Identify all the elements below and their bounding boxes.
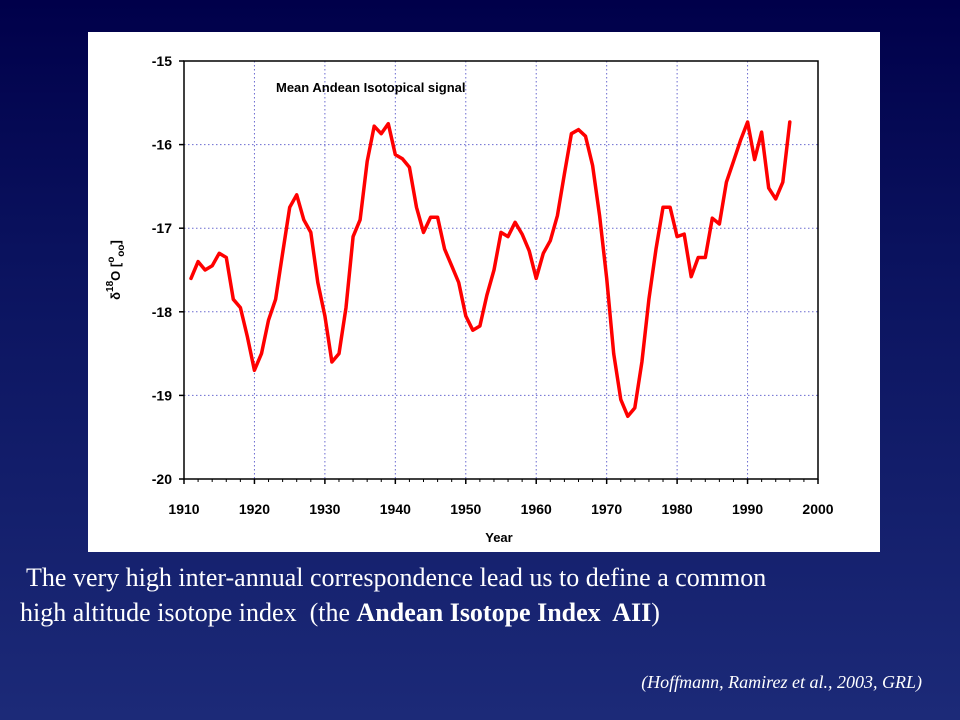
grid (184, 61, 818, 479)
x-tick-label: 1910 (168, 501, 199, 517)
x-tick-label: 1920 (239, 501, 270, 517)
x-tick-label: 1940 (380, 501, 411, 517)
x-tick-label: 1970 (591, 501, 622, 517)
caption-line-2-prefix: high altitude isotope index (the (20, 598, 357, 627)
y-axis-title-element: O [ (108, 262, 123, 281)
y-tick-label: -20 (152, 471, 172, 487)
caption-line-2: high altitude isotope index (the Andean … (20, 595, 950, 630)
axis-ticks (179, 60, 819, 484)
chart-title: Mean Andean Isotopical signal (276, 80, 466, 95)
y-axis-title-sup: 18 (105, 280, 116, 292)
x-tick-label: 1990 (732, 501, 763, 517)
y-tick-label: -15 (152, 53, 172, 69)
x-tick-label: 1950 (450, 501, 481, 517)
chart-panel: Mean Andean Isotopical signal Year δ18O … (88, 32, 880, 552)
svg-text:δ18O [ooo]: δ18O [ooo] (105, 240, 127, 300)
x-tick-label: 1980 (662, 501, 693, 517)
citation: (Hoffmann, Ramirez et al., 2003, GRL) (641, 672, 922, 692)
caption: The very high inter-annual correspondenc… (20, 560, 950, 630)
series (189, 120, 792, 419)
series-line (189, 120, 792, 419)
y-axis-title-close: ] (108, 240, 123, 244)
plot-frame (183, 60, 819, 480)
y-tick-label: -19 (152, 387, 172, 403)
x-tick-label: 2000 (802, 501, 833, 517)
caption-index-name: Andean Isotope Index AII (356, 598, 652, 627)
y-tick-label: -16 (152, 137, 172, 153)
y-axis-title-permil-top: o (106, 257, 117, 263)
y-axis-title-delta: δ (108, 292, 123, 300)
y-tick-label: -18 (152, 304, 172, 320)
x-tick-label: 1960 (521, 501, 552, 517)
y-tick-labels: -15 -16 -17 -18 -19 -20 (152, 53, 172, 487)
x-tick-labels: 1910 1920 1930 1940 1950 1960 1970 1980 1990 2000 (168, 501, 833, 517)
x-axis-title: Year (485, 530, 512, 545)
caption-line-2-suffix: ) (651, 598, 660, 627)
y-tick-label: -17 (152, 220, 172, 236)
caption-line-1: The very high inter-annual correspondenc… (20, 563, 767, 592)
x-tick-label: 1930 (309, 501, 340, 517)
y-axis-title-permil-bottom: oo (116, 244, 127, 256)
y-axis-title: δ18O [ooo] (105, 240, 127, 300)
line-chart: Mean Andean Isotopical signal Year δ18O … (105, 53, 834, 545)
